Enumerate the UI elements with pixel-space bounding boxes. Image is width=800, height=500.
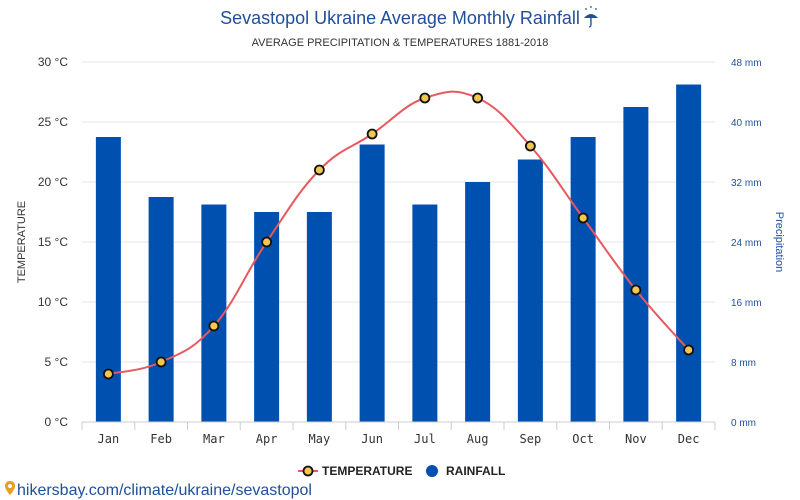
rainfall-bar[interactable] — [201, 204, 227, 423]
y-left-tick-label: 20 °C — [38, 175, 68, 189]
source-link[interactable]: hikersbay.com/climate/ukraine/sevastopol — [17, 482, 312, 499]
chart-title: Sevastopol Ukraine Average Monthly Rainf… — [220, 8, 580, 28]
x-tick-label: Apr — [256, 432, 278, 446]
x-tick-label: Oct — [572, 432, 594, 446]
temperature-point[interactable] — [419, 92, 431, 104]
legend-temperature-label: TEMPERATURE — [322, 464, 412, 478]
y-left-tick-label: 30 °C — [38, 55, 68, 69]
x-tick-label: Jun — [361, 432, 383, 446]
y-right-axis-title: Precipitation — [773, 212, 785, 273]
grid-lines — [82, 61, 715, 423]
temperature-point[interactable] — [155, 356, 167, 368]
chart-title-text: Sevastopol Ukraine Average Monthly Rainf… — [220, 8, 580, 28]
rainfall-bar[interactable] — [676, 84, 702, 423]
x-tick-label: Feb — [150, 432, 172, 446]
temperature-line-layer — [102, 90, 695, 380]
rainfall-bars — [95, 84, 702, 423]
x-axis: Jan Feb Mar Apr May Jun Jul Aug Sep Oct Nov Dec — [81, 421, 716, 446]
umbrella-rain-icon — [583, 6, 598, 28]
x-tick-label: Mar — [203, 432, 225, 446]
legend-item-temperature[interactable]: TEMPERATURE — [298, 464, 412, 478]
y-left-tick-label: 25 °C — [38, 115, 68, 129]
rainfall-bar[interactable] — [412, 204, 438, 423]
y-left-tick-label: 10 °C — [38, 295, 68, 309]
temperature-line — [108, 90, 690, 375]
temperature-point[interactable] — [366, 128, 378, 140]
map-pin-icon — [5, 481, 15, 495]
temperature-point[interactable] — [524, 140, 536, 152]
x-tick-label: Sep — [520, 432, 542, 446]
x-tick-label: Aug — [467, 432, 489, 446]
y-right-tick-label: 16 mm — [731, 298, 762, 309]
y-right-tick-label: 48 mm — [731, 58, 762, 69]
rainfall-bar[interactable] — [570, 137, 596, 422]
y-left-tick-label: 15 °C — [38, 235, 68, 249]
y-left-axis-title: TEMPERATURE — [16, 201, 28, 283]
chart-subtitle: AVERAGE PRECIPITATION & TEMPERATURES 188… — [252, 37, 549, 49]
y-left-tick-label: 5 °C — [45, 355, 69, 369]
x-tick-label: May — [309, 432, 331, 446]
temperature-point[interactable] — [313, 164, 325, 176]
temperature-point[interactable] — [683, 344, 695, 356]
legend-rainfall-marker — [426, 465, 438, 477]
x-tick-label: Jan — [98, 432, 120, 446]
temperature-point[interactable] — [208, 320, 220, 332]
y-right-tick-label: 32 mm — [731, 178, 762, 189]
y-right-tick-label: 8 mm — [731, 358, 756, 369]
legend: TEMPERATURE RAINFALL — [298, 464, 505, 478]
temperature-point[interactable] — [472, 92, 484, 104]
rainfall-bar[interactable] — [359, 144, 385, 423]
x-tick-label: Dec — [678, 432, 700, 446]
y-left-ticks: 0 °C 5 °C 10 °C 15 °C 20 °C 25 °C 30 °C — [38, 55, 68, 429]
y-right-tick-label: 40 mm — [731, 118, 762, 129]
temperature-point[interactable] — [630, 284, 642, 296]
rainfall-bar[interactable] — [517, 159, 543, 423]
y-right-tick-label: 24 mm — [731, 238, 762, 249]
rainfall-bar[interactable] — [465, 182, 491, 422]
rainfall-bar[interactable] — [306, 212, 332, 422]
x-tick-label: Jul — [414, 432, 436, 446]
y-right-tick-label: 0 mm — [731, 418, 756, 429]
temperature-point[interactable] — [102, 368, 114, 380]
legend-rainfall-label: RAINFALL — [446, 464, 505, 478]
legend-item-rainfall[interactable]: RAINFALL — [426, 464, 505, 478]
x-tick-label: Nov — [625, 432, 647, 446]
rainfall-bar[interactable] — [148, 197, 174, 422]
y-right-ticks: 0 mm 8 mm 16 mm 24 mm 32 mm 40 mm 48 mm — [731, 58, 762, 429]
y-left-tick-label: 0 °C — [45, 415, 69, 429]
temperature-point[interactable] — [261, 236, 273, 248]
rainfall-bar[interactable] — [623, 107, 649, 422]
legend-temperature-marker — [302, 465, 314, 477]
temperature-point[interactable] — [577, 212, 589, 224]
